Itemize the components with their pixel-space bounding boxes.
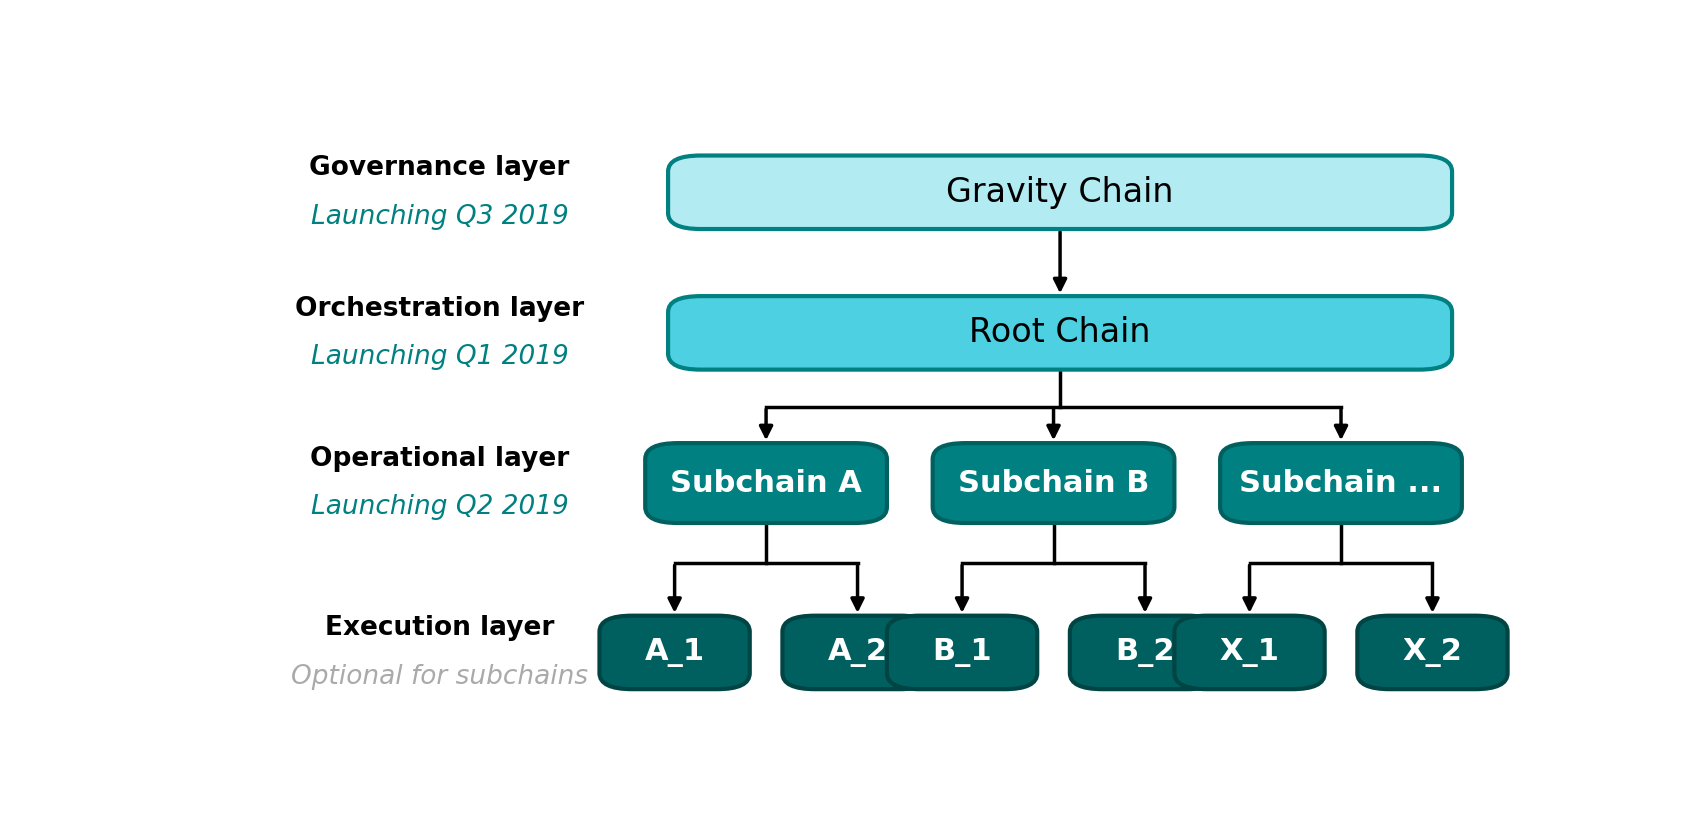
Text: A_1: A_1 xyxy=(644,638,705,667)
Text: Subchain A: Subchain A xyxy=(669,469,862,497)
Text: Gravity Chain: Gravity Chain xyxy=(946,176,1173,209)
Text: Root Chain: Root Chain xyxy=(969,316,1152,349)
Text: Optional for subchains: Optional for subchains xyxy=(292,664,588,690)
Text: Orchestration layer: Orchestration layer xyxy=(295,295,583,321)
Text: B_2: B_2 xyxy=(1114,638,1175,667)
Text: Launching Q1 2019: Launching Q1 2019 xyxy=(310,344,568,370)
Text: Operational layer: Operational layer xyxy=(310,446,570,471)
Text: Launching Q2 2019: Launching Q2 2019 xyxy=(310,495,568,520)
Text: X_2: X_2 xyxy=(1403,638,1462,667)
Text: Launching Q3 2019: Launching Q3 2019 xyxy=(310,203,568,230)
FancyBboxPatch shape xyxy=(1175,616,1325,689)
FancyBboxPatch shape xyxy=(932,443,1175,523)
Text: Subchain B: Subchain B xyxy=(958,469,1150,497)
FancyBboxPatch shape xyxy=(1071,616,1221,689)
FancyBboxPatch shape xyxy=(668,155,1452,229)
Text: X_1: X_1 xyxy=(1219,638,1280,667)
FancyBboxPatch shape xyxy=(1221,443,1462,523)
Text: Execution layer: Execution layer xyxy=(325,615,555,641)
Text: Governance layer: Governance layer xyxy=(309,155,570,181)
Text: Subchain ...: Subchain ... xyxy=(1239,469,1443,497)
Text: A_2: A_2 xyxy=(828,638,887,667)
FancyBboxPatch shape xyxy=(600,616,750,689)
FancyBboxPatch shape xyxy=(668,296,1452,369)
FancyBboxPatch shape xyxy=(887,616,1037,689)
FancyBboxPatch shape xyxy=(1357,616,1507,689)
FancyBboxPatch shape xyxy=(782,616,932,689)
FancyBboxPatch shape xyxy=(646,443,887,523)
Text: B_1: B_1 xyxy=(932,638,991,667)
